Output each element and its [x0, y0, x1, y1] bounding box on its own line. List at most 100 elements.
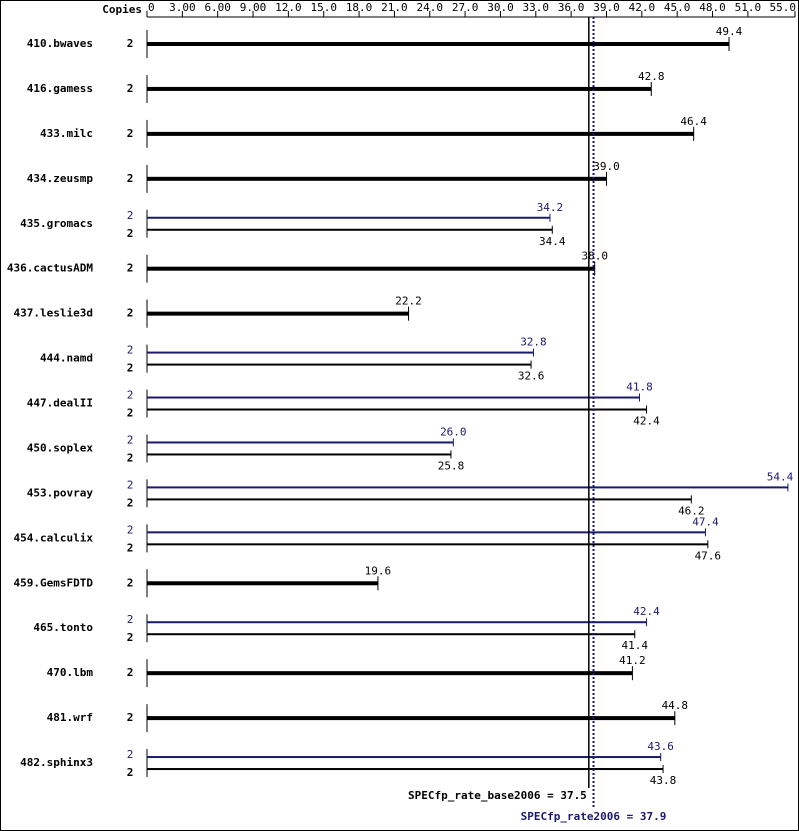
reference-label: SPECfp_rate_base2006 = 37.5 [408, 789, 587, 802]
peak-copies: 2 [127, 209, 134, 222]
base-copies: 2 [127, 227, 134, 240]
x-tick-label: 24.0 [417, 1, 444, 14]
copies: 2 [127, 127, 134, 140]
x-tick-label: 51.0 [735, 1, 762, 14]
base-copies: 2 [127, 496, 134, 509]
benchmark-label: 459.GemsFDTD [14, 576, 94, 589]
benchmark-label: 410.bwaves [27, 37, 93, 50]
peak-copies: 2 [127, 478, 134, 491]
peak-bar [147, 486, 788, 489]
x-tick-label: 9.00 [240, 1, 267, 14]
peak-value-label: 41.8 [626, 381, 653, 394]
peak-bar [147, 441, 454, 444]
peak-bar [147, 216, 550, 219]
x-tick-label: 33.0 [523, 1, 550, 14]
x-tick-label: 3.00 [169, 1, 196, 14]
benchmark-label: 450.soplex [27, 441, 94, 454]
peak-copies: 2 [127, 523, 134, 536]
copies: 2 [127, 37, 134, 50]
reference-label: SPECfp_rate2006 = 37.9 [521, 810, 667, 823]
bar [147, 311, 409, 316]
base-value-label: 32.6 [518, 370, 545, 383]
peak-bar [147, 756, 661, 759]
base-value-label: 34.4 [539, 235, 566, 248]
x-tick-label: 12.0 [275, 1, 302, 14]
copies: 2 [127, 82, 134, 95]
value-label: 41.2 [619, 654, 646, 667]
x-tick-label: 39.0 [593, 1, 620, 14]
base-copies: 2 [127, 451, 134, 464]
benchmark-label: 437.leslie3d [14, 307, 93, 320]
base-bar [147, 363, 532, 366]
benchmark-label: 435.gromacs [20, 217, 93, 230]
peak-copies: 2 [127, 748, 134, 761]
base-copies: 2 [127, 407, 134, 420]
benchmark-label: 416.gamess [27, 82, 93, 95]
base-value-label: 46.2 [678, 504, 705, 517]
benchmark-label: 482.sphinx3 [20, 756, 93, 769]
peak-bar [147, 351, 534, 354]
base-bar [147, 633, 635, 636]
x-tick-label: 15.0 [310, 1, 337, 14]
x-tick-label: 6.00 [204, 1, 231, 14]
bar [147, 42, 730, 46]
x-tick-label: 45.0 [664, 1, 691, 14]
bar [147, 131, 694, 136]
bar [147, 176, 607, 181]
value-label: 46.4 [680, 115, 707, 128]
value-label: 38.0 [581, 250, 608, 263]
bar [147, 671, 633, 676]
peak-copies: 2 [127, 389, 134, 402]
base-copies: 2 [127, 631, 134, 644]
benchmark-label: 434.zeusmp [27, 172, 94, 185]
base-copies: 2 [127, 766, 134, 779]
copies: 2 [127, 172, 134, 185]
benchmark-label: 454.calculix [14, 531, 94, 544]
base-value-label: 42.4 [633, 415, 660, 428]
base-bar [147, 228, 553, 231]
x-tick-label: 55.0 [770, 1, 797, 14]
base-bar [147, 768, 664, 771]
peak-copies: 2 [127, 613, 134, 626]
copies: 2 [127, 666, 134, 679]
x-tick-label: 48.0 [699, 1, 726, 14]
benchmark-label: 447.dealII [27, 397, 93, 410]
benchmark-label: 433.milc [40, 127, 93, 140]
base-copies: 2 [127, 541, 134, 554]
peak-bar [147, 396, 640, 399]
base-value-label: 47.6 [695, 549, 722, 562]
base-bar [147, 453, 451, 456]
x-tick-label: 36.0 [558, 1, 585, 14]
value-label: 44.8 [662, 699, 689, 712]
benchmark-label: 481.wrf [47, 711, 93, 724]
value-label: 39.0 [593, 160, 620, 173]
bar [147, 716, 675, 721]
bar [147, 266, 595, 271]
benchmark-label: 436.cactusADM [7, 262, 93, 275]
value-label: 19.6 [365, 564, 392, 577]
copies: 2 [127, 307, 134, 320]
x-tick-label: 30.0 [487, 1, 514, 14]
x-tick-label: 27.0 [452, 1, 479, 14]
peak-value-label: 42.4 [633, 605, 660, 618]
peak-value-label: 26.0 [440, 425, 467, 438]
bar [147, 86, 652, 91]
base-value-label: 43.8 [650, 774, 677, 787]
base-copies: 2 [127, 362, 134, 375]
peak-bar [147, 531, 706, 534]
benchmark-label: 470.lbm [47, 666, 94, 679]
value-label: 22.2 [395, 295, 422, 308]
copies: 2 [127, 262, 134, 275]
base-bar [147, 543, 708, 546]
benchmark-label: 444.namd [40, 352, 93, 365]
base-bar [147, 408, 647, 411]
peak-copies: 2 [127, 433, 134, 446]
benchmark-label: 453.povray [27, 486, 94, 499]
peak-value-label: 32.8 [520, 336, 547, 349]
value-label: 49.4 [716, 25, 743, 38]
peak-value-label: 47.4 [692, 515, 719, 528]
base-value-label: 25.8 [438, 459, 465, 472]
value-label: 42.8 [638, 70, 665, 83]
